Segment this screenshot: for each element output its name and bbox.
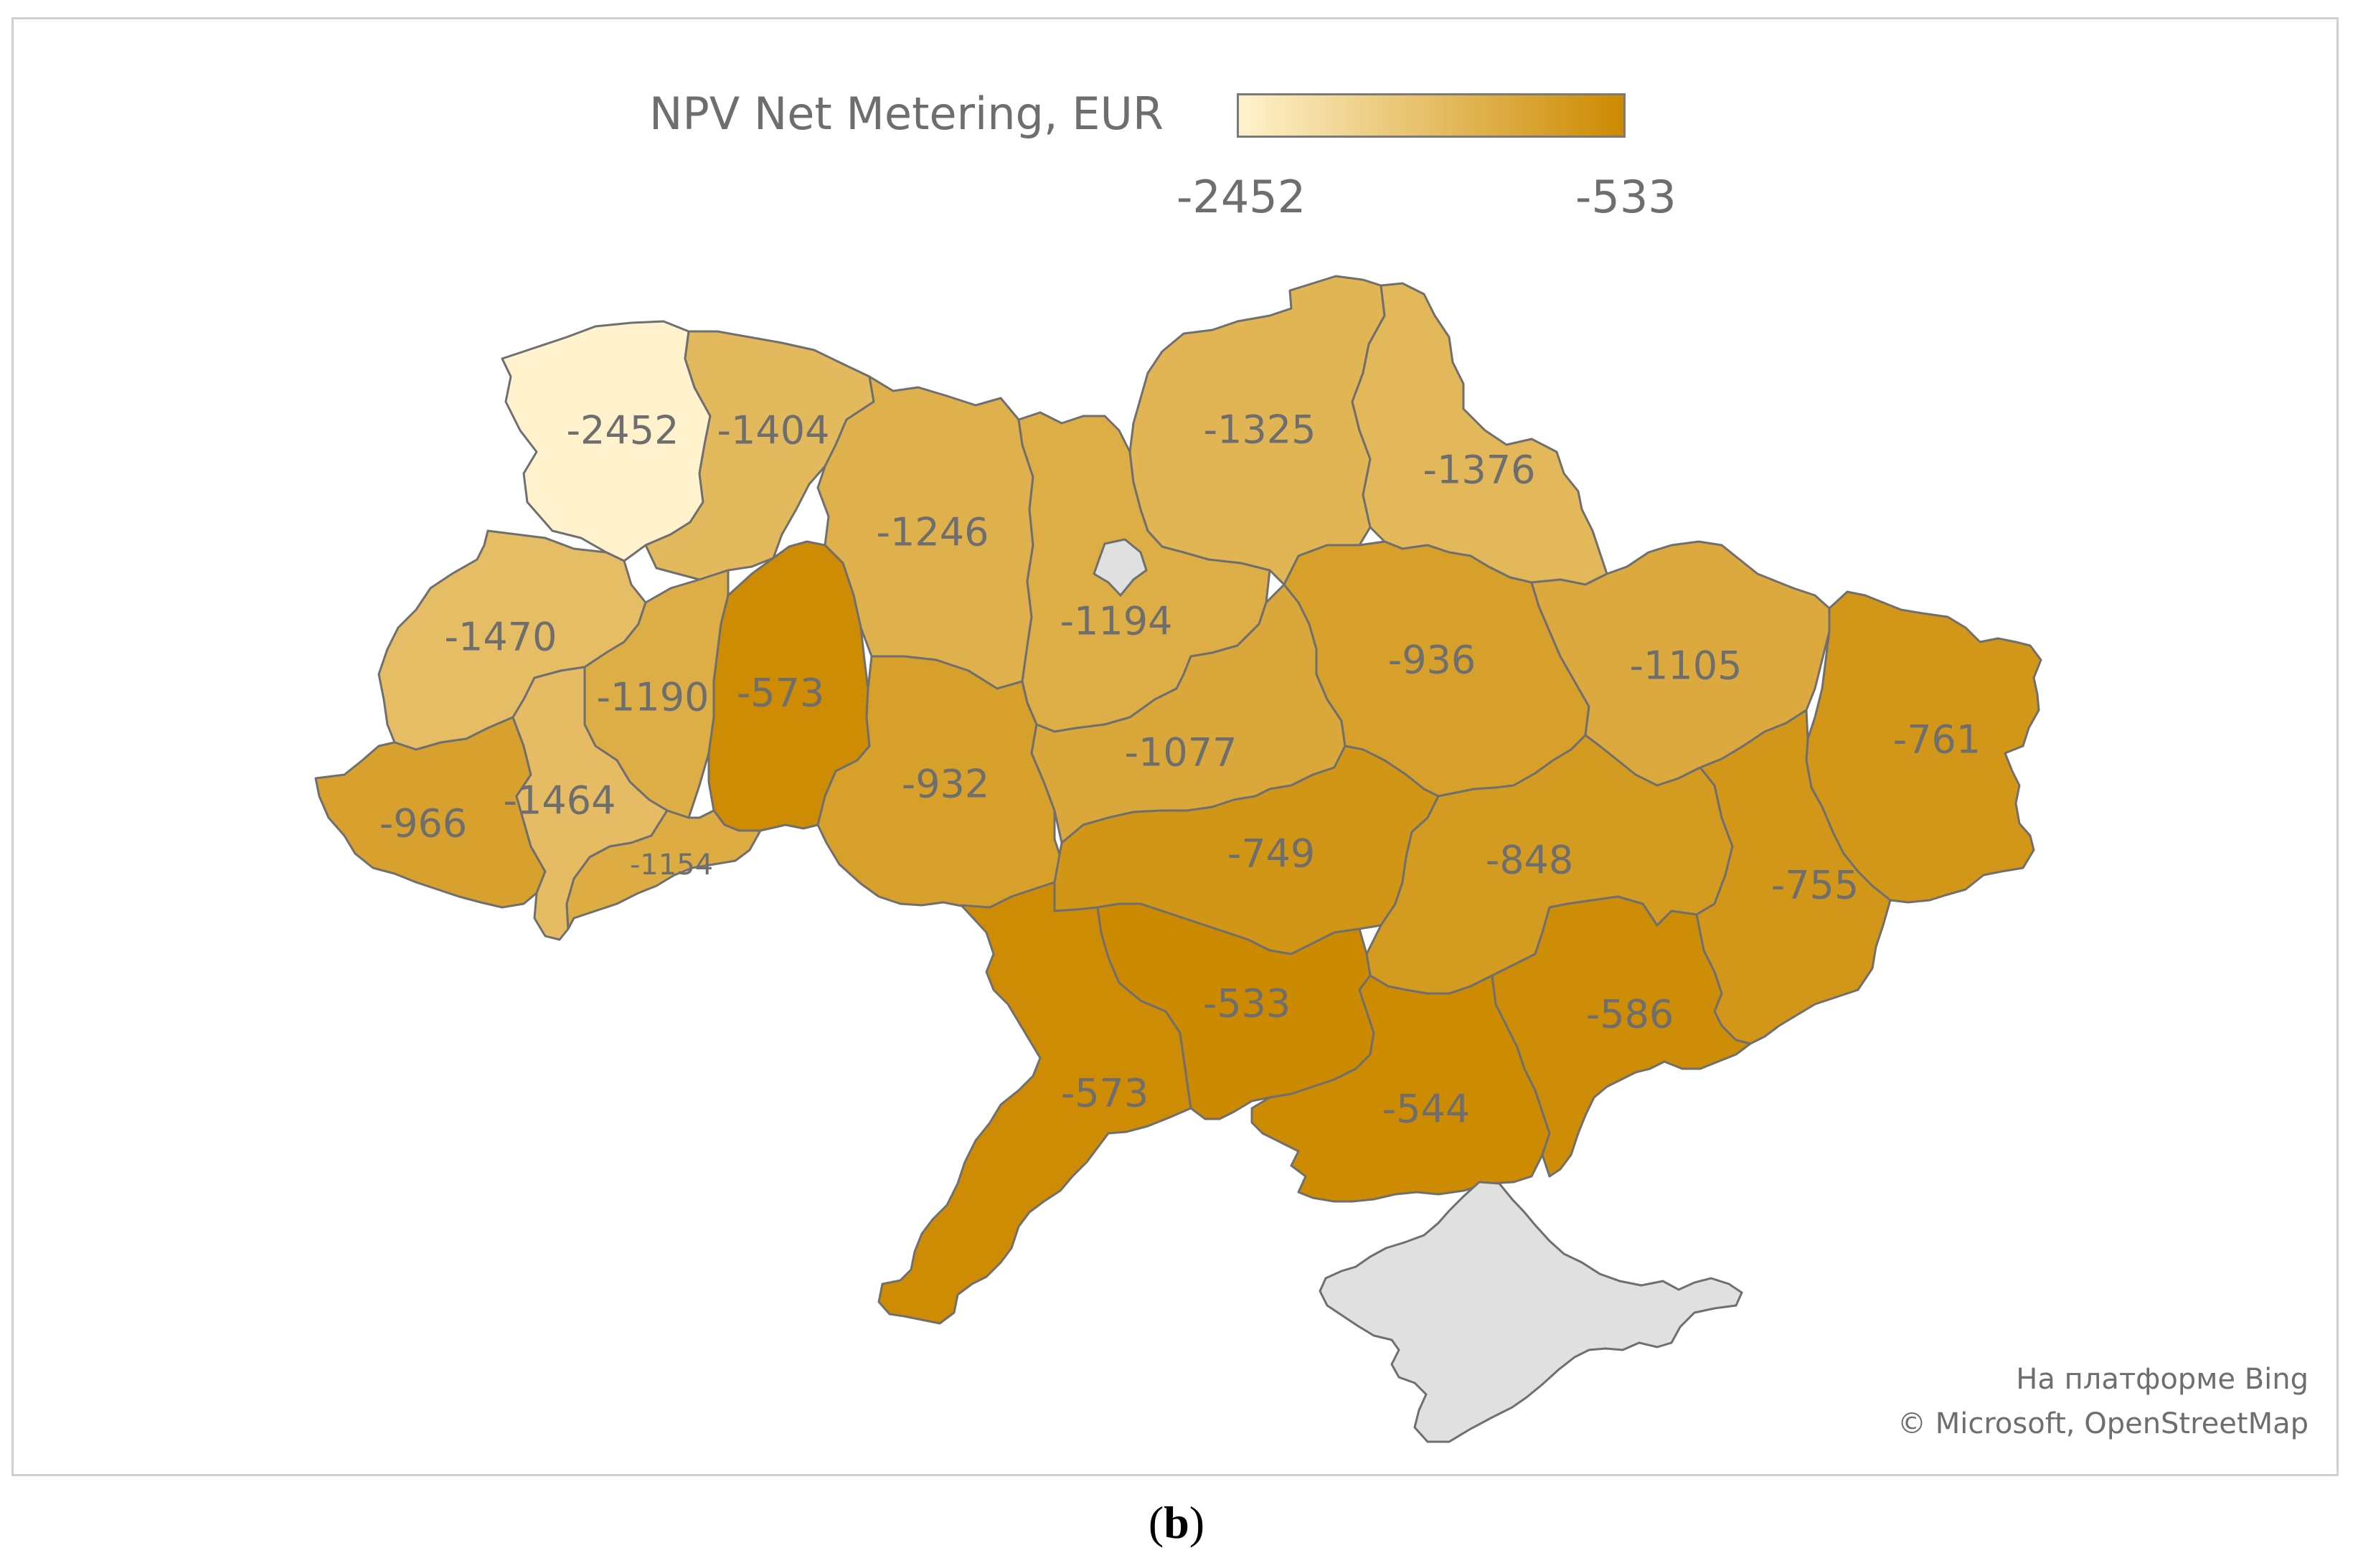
region-value-label-kirovohrad: -749 <box>1227 831 1316 877</box>
region-value-label-kharkiv: -1105 <box>1630 643 1743 689</box>
region-kherson[interactable] <box>1250 974 1551 1203</box>
region-value-label-mykolaiv: -533 <box>1203 981 1291 1026</box>
region-value-label-odesa: -573 <box>1061 1071 1149 1116</box>
region-zaporizhzhia[interactable] <box>1491 895 1752 1178</box>
region-value-label-khmelnytskyi: -573 <box>737 671 825 716</box>
region-value-label-kherson: -544 <box>1382 1087 1471 1132</box>
map-credit-copyright: © Microsoft, OpenStreetMap <box>1897 1407 2309 1440</box>
region-value-label-donetsk: -755 <box>1771 863 1859 908</box>
region-value-label-zhytomyr: -1246 <box>877 510 989 555</box>
region-value-label-volyn: -2452 <box>567 408 679 453</box>
legend-min-label: -2452 <box>1176 171 1306 223</box>
legend-max-label: -533 <box>1575 171 1677 223</box>
map-credit-platform: На платформе Bing <box>2016 1363 2309 1396</box>
region-rivne[interactable] <box>644 330 875 581</box>
region-value-label-kyiv: -1194 <box>1060 599 1173 644</box>
region-value-label-chernivtsi: -1154 <box>630 849 713 882</box>
region-chernivtsi[interactable] <box>565 809 762 930</box>
caption-open-paren: ( <box>1148 1497 1164 1548</box>
region-value-label-poltava: -936 <box>1388 638 1476 683</box>
region-sumy[interactable] <box>1351 282 1608 586</box>
region-value-label-ternopil: -1190 <box>597 675 709 720</box>
region-value-label-dnipropetrovsk: -848 <box>1486 838 1574 883</box>
legend-title: NPV Net Metering, EUR <box>649 88 1164 140</box>
region-value-label-zakarpattia: -966 <box>379 801 468 846</box>
region-value-label-sumy: -1376 <box>1423 448 1536 493</box>
crimea-area <box>1319 1181 1743 1443</box>
region-value-label-zaporizhzhia: -586 <box>1586 992 1674 1037</box>
kyiv-city-area <box>1093 538 1148 598</box>
region-value-label-cherkasy: -1077 <box>1125 730 1237 775</box>
region-khmelnytskyi[interactable] <box>707 540 871 832</box>
region-value-label-lviv: -1470 <box>445 615 557 660</box>
figure-caption: (b) <box>0 1496 2353 1549</box>
caption-letter: b <box>1164 1497 1189 1548</box>
region-value-label-rivne: -1404 <box>717 408 830 453</box>
caption-close-paren: ) <box>1189 1497 1205 1548</box>
region-value-label-vinnytsia: -932 <box>902 762 990 807</box>
legend-color-scale <box>1237 93 1626 138</box>
region-value-label-luhansk: -761 <box>1893 717 1981 762</box>
region-value-label-ivano-frankivsk: -1464 <box>504 778 616 823</box>
region-value-label-chernihiv: -1325 <box>1204 407 1316 453</box>
region-kharkiv[interactable] <box>1530 540 1831 787</box>
